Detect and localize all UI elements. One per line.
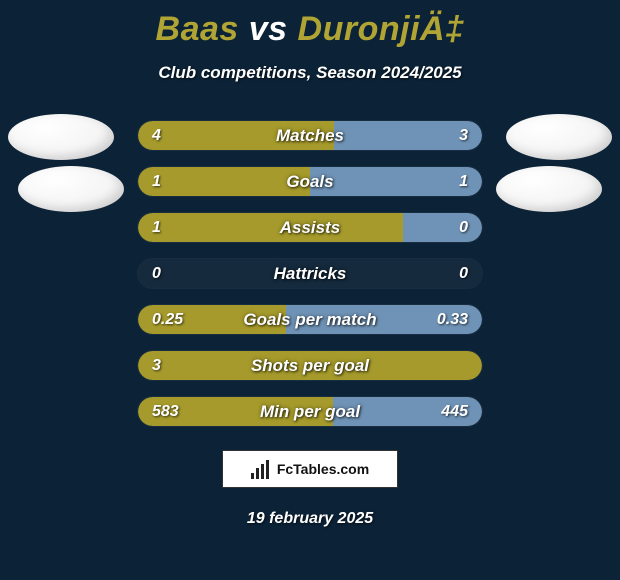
stat-label: Hattricks [138,259,482,288]
avatar-right-2 [496,166,602,212]
bar-right [403,213,482,242]
value-left: 1 [152,213,161,242]
avatar-left-1 [8,114,114,160]
bar-left [138,351,482,380]
page-title: Baas vs DuronjiÄ‡ [0,10,620,49]
value-left: 4 [152,121,161,150]
subtitle: Club competitions, Season 2024/2025 [0,63,620,83]
bar-left [138,167,310,196]
value-right: 1 [459,167,468,196]
bar-left [138,213,403,242]
value-right: 445 [441,397,468,426]
avatar-right-1 [506,114,612,160]
footer-date: 19 february 2025 [0,510,620,528]
player-left-name: Baas [156,10,239,48]
stat-row: 0.250.33Goals per match [138,305,482,334]
value-right: 3 [459,121,468,150]
value-left: 3 [152,351,161,380]
comparison-card: Baas vs DuronjiÄ‡ Club competitions, Sea… [0,0,620,580]
branding-badge: FcTables.com [222,450,398,488]
stat-row: 43Matches [138,121,482,150]
player-right-name: DuronjiÄ‡ [298,10,465,48]
stat-row: 583445Min per goal [138,397,482,426]
value-left: 0.25 [152,305,183,334]
value-right: 0 [459,259,468,288]
value-right: 0.33 [437,305,468,334]
stat-row: 11Goals [138,167,482,196]
bar-right [310,167,482,196]
stat-row: 10Assists [138,213,482,242]
stat-row: 3Shots per goal [138,351,482,380]
stats-rows-container: 43Matches11Goals10Assists00Hattricks0.25… [0,121,620,426]
vs-word: vs [249,10,288,48]
stat-row: 0 0Hattricks [138,259,482,288]
branding-icon [251,459,271,479]
value-left: 0 [152,259,161,288]
avatar-left-2 [18,166,124,212]
value-left: 583 [152,397,179,426]
branding-text: FcTables.com [277,461,369,477]
value-left: 1 [152,167,161,196]
bar-left [138,121,334,150]
value-right: 0 [459,213,468,242]
